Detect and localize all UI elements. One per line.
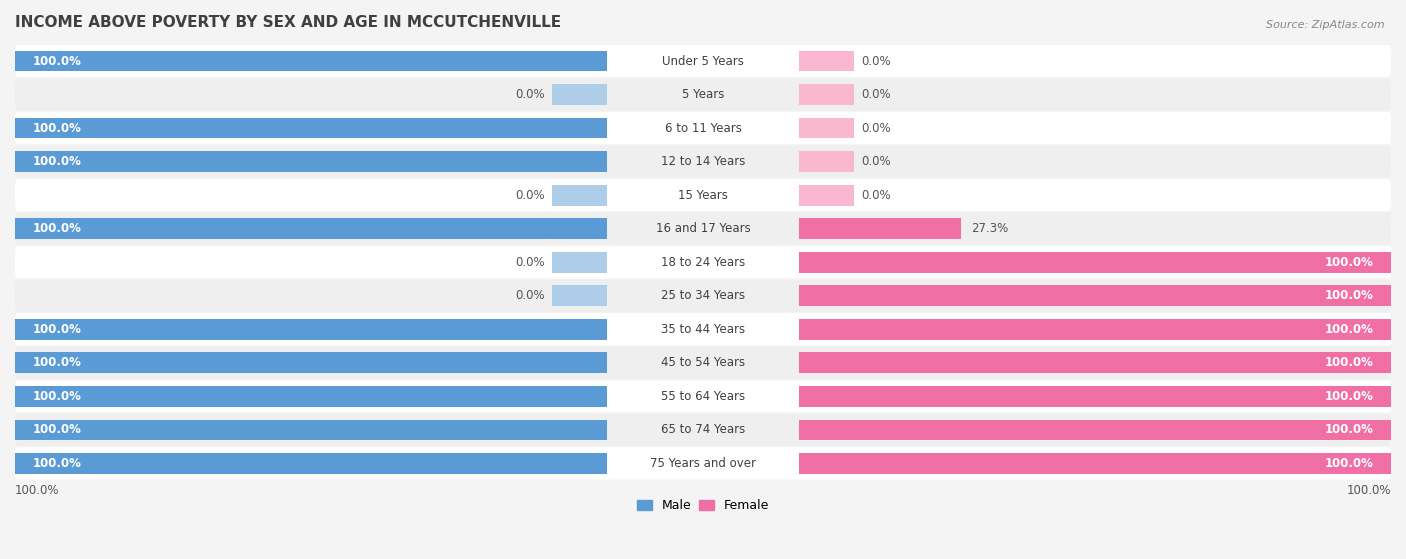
Bar (15, 386, 606, 407)
Text: Source: ZipAtlas.com: Source: ZipAtlas.com (1267, 20, 1385, 30)
Bar (800, 419, 1391, 440)
Text: 12 to 14 Years: 12 to 14 Years (661, 155, 745, 168)
Text: 0.0%: 0.0% (862, 55, 891, 68)
Text: 100.0%: 100.0% (1324, 356, 1374, 369)
Text: 100.0%: 100.0% (32, 390, 82, 403)
Text: 100.0%: 100.0% (32, 155, 82, 168)
FancyBboxPatch shape (15, 414, 1391, 446)
Text: 55 to 64 Years: 55 to 64 Years (661, 390, 745, 403)
Bar (15, 419, 606, 440)
Bar (800, 386, 1391, 407)
Bar (800, 84, 855, 105)
Text: 100.0%: 100.0% (32, 423, 82, 437)
Bar (15, 319, 606, 340)
FancyBboxPatch shape (15, 112, 1391, 144)
FancyBboxPatch shape (15, 78, 1391, 111)
FancyBboxPatch shape (15, 380, 1391, 413)
Bar (800, 319, 1391, 340)
Bar (15, 118, 606, 139)
Text: 0.0%: 0.0% (515, 88, 544, 101)
Text: 0.0%: 0.0% (862, 155, 891, 168)
Text: 100.0%: 100.0% (1324, 255, 1374, 269)
Bar (800, 185, 855, 206)
Text: 100.0%: 100.0% (32, 356, 82, 369)
Text: 100.0%: 100.0% (32, 121, 82, 135)
Bar (15, 453, 606, 474)
Text: 100.0%: 100.0% (1347, 484, 1391, 498)
Text: 100.0%: 100.0% (32, 457, 82, 470)
Text: 100.0%: 100.0% (1324, 390, 1374, 403)
Bar (551, 252, 606, 273)
Bar (800, 151, 855, 172)
Text: 0.0%: 0.0% (515, 289, 544, 302)
Bar (551, 185, 606, 206)
Bar (800, 453, 1391, 474)
Text: 100.0%: 100.0% (32, 222, 82, 235)
Text: 0.0%: 0.0% (862, 88, 891, 101)
Bar (800, 51, 855, 72)
Bar (800, 118, 855, 139)
Bar (15, 51, 606, 72)
Text: 45 to 54 Years: 45 to 54 Years (661, 356, 745, 369)
FancyBboxPatch shape (15, 280, 1391, 312)
FancyBboxPatch shape (15, 347, 1391, 379)
Text: 100.0%: 100.0% (1324, 289, 1374, 302)
Bar (800, 252, 1391, 273)
Text: INCOME ABOVE POVERTY BY SEX AND AGE IN MCCUTCHENVILLE: INCOME ABOVE POVERTY BY SEX AND AGE IN M… (15, 15, 561, 30)
Legend: Male, Female: Male, Female (631, 494, 775, 517)
FancyBboxPatch shape (15, 145, 1391, 178)
FancyBboxPatch shape (15, 212, 1391, 245)
FancyBboxPatch shape (15, 447, 1391, 480)
Bar (15, 151, 606, 172)
Text: 15 Years: 15 Years (678, 188, 728, 202)
Bar (15, 219, 606, 239)
FancyBboxPatch shape (15, 179, 1391, 211)
Text: 100.0%: 100.0% (1324, 457, 1374, 470)
Bar (800, 219, 960, 239)
Text: 35 to 44 Years: 35 to 44 Years (661, 323, 745, 336)
Text: 100.0%: 100.0% (1324, 323, 1374, 336)
Text: 6 to 11 Years: 6 to 11 Years (665, 121, 741, 135)
Text: 100.0%: 100.0% (32, 323, 82, 336)
Text: 75 Years and over: 75 Years and over (650, 457, 756, 470)
Bar (15, 352, 606, 373)
Text: 27.3%: 27.3% (972, 222, 1008, 235)
Text: 0.0%: 0.0% (862, 188, 891, 202)
Text: 25 to 34 Years: 25 to 34 Years (661, 289, 745, 302)
Text: 0.0%: 0.0% (862, 121, 891, 135)
Bar (551, 84, 606, 105)
FancyBboxPatch shape (15, 313, 1391, 345)
Bar (800, 285, 1391, 306)
FancyBboxPatch shape (15, 246, 1391, 278)
Text: 0.0%: 0.0% (515, 255, 544, 269)
FancyBboxPatch shape (15, 45, 1391, 77)
Text: 100.0%: 100.0% (32, 55, 82, 68)
Text: 16 and 17 Years: 16 and 17 Years (655, 222, 751, 235)
Text: 65 to 74 Years: 65 to 74 Years (661, 423, 745, 437)
Text: Under 5 Years: Under 5 Years (662, 55, 744, 68)
Text: 100.0%: 100.0% (15, 484, 59, 498)
Text: 100.0%: 100.0% (1324, 423, 1374, 437)
Bar (551, 285, 606, 306)
Bar (800, 352, 1391, 373)
Text: 18 to 24 Years: 18 to 24 Years (661, 255, 745, 269)
Text: 5 Years: 5 Years (682, 88, 724, 101)
Text: 0.0%: 0.0% (515, 188, 544, 202)
